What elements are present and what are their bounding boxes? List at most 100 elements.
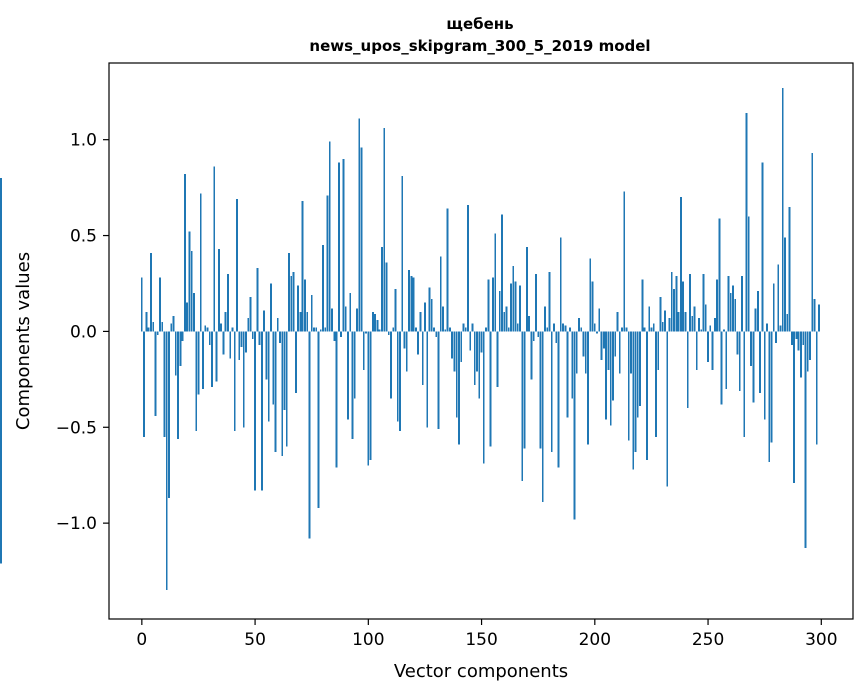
- bar: [761, 162, 764, 332]
- bar: [464, 327, 467, 332]
- bar: [154, 331, 157, 416]
- bar: [428, 287, 431, 332]
- bar: [211, 331, 213, 388]
- bar: [584, 331, 587, 374]
- bar: [403, 331, 406, 349]
- bar: [326, 195, 329, 332]
- bar: [290, 275, 293, 332]
- bar: [274, 331, 277, 453]
- bar: [689, 273, 691, 332]
- bar: [763, 331, 766, 420]
- bar: [378, 329, 381, 332]
- bar: [790, 331, 793, 345]
- bar: [804, 331, 807, 549]
- bar: [179, 331, 182, 366]
- bar: [559, 237, 562, 332]
- bar: [396, 331, 399, 422]
- bar: [365, 331, 367, 334]
- bar: [634, 331, 637, 453]
- bar: [421, 331, 424, 386]
- bar: [0, 225, 2, 332]
- bar: [381, 247, 383, 332]
- chart-title: щебень: [446, 15, 513, 33]
- bar: [390, 331, 392, 399]
- bar: [448, 327, 451, 332]
- bar: [718, 218, 721, 332]
- bar: [344, 306, 347, 332]
- bar: [614, 331, 617, 357]
- bar: [505, 306, 508, 332]
- bar: [546, 327, 549, 332]
- y-tick-label: 0.0: [70, 322, 97, 342]
- chart-subtitle: news_upos_skipgram_300_5_2019 model: [309, 37, 650, 55]
- bar: [458, 331, 460, 445]
- bar: [288, 252, 290, 332]
- bar: [806, 331, 809, 372]
- bar: [648, 306, 651, 332]
- bar: [557, 331, 560, 468]
- bar: [544, 306, 546, 332]
- bar: [342, 158, 345, 332]
- bar: [605, 331, 608, 420]
- bar: [206, 327, 209, 332]
- bar: [553, 323, 555, 332]
- bar: [598, 308, 601, 332]
- bar: [168, 331, 170, 499]
- bar: [195, 331, 198, 432]
- bar: [550, 331, 553, 453]
- bar: [609, 331, 612, 426]
- bar: [643, 327, 646, 332]
- bar: [641, 279, 644, 332]
- bar: [809, 331, 811, 361]
- bar: [750, 331, 752, 366]
- bar: [306, 312, 309, 332]
- bar: [265, 331, 268, 380]
- bar: [618, 331, 621, 374]
- bar: [713, 317, 716, 332]
- bar: [491, 277, 494, 332]
- bar: [181, 331, 184, 341]
- bar: [349, 293, 352, 332]
- bar: [630, 331, 632, 374]
- bar: [143, 331, 146, 437]
- bar: [435, 331, 438, 338]
- y-tick-label: 0.5: [70, 227, 97, 247]
- bar: [0, 331, 2, 349]
- bar: [621, 327, 623, 332]
- bar: [156, 331, 159, 336]
- bar: [351, 331, 354, 439]
- bar: [177, 331, 179, 439]
- bar: [580, 327, 583, 332]
- bar: [532, 331, 535, 341]
- bar: [709, 325, 712, 332]
- bar: [494, 233, 497, 332]
- bar: [0, 289, 2, 332]
- bar: [775, 331, 777, 343]
- bar: [612, 331, 614, 401]
- bar: [738, 331, 741, 391]
- bar: [313, 327, 315, 332]
- bar: [240, 331, 243, 347]
- y-tick-label: −0.5: [56, 418, 97, 438]
- bar: [781, 87, 784, 332]
- bar: [548, 271, 551, 332]
- bar: [777, 264, 780, 332]
- bar: [645, 331, 648, 460]
- bar: [145, 312, 148, 332]
- bar: [197, 331, 200, 395]
- bar: [208, 331, 211, 345]
- bar: [568, 327, 571, 332]
- bar: [514, 281, 517, 332]
- bar: [720, 331, 723, 405]
- x-axis-label: Vector components: [394, 661, 568, 682]
- bar: [347, 331, 349, 420]
- bar: [242, 331, 245, 428]
- bar: [512, 266, 515, 332]
- bar: [539, 331, 542, 449]
- bar: [412, 277, 415, 332]
- bar: [455, 331, 458, 418]
- bar: [802, 331, 805, 345]
- bar: [677, 312, 680, 332]
- y-tick-label: −1.0: [56, 514, 97, 534]
- bar: [163, 331, 166, 437]
